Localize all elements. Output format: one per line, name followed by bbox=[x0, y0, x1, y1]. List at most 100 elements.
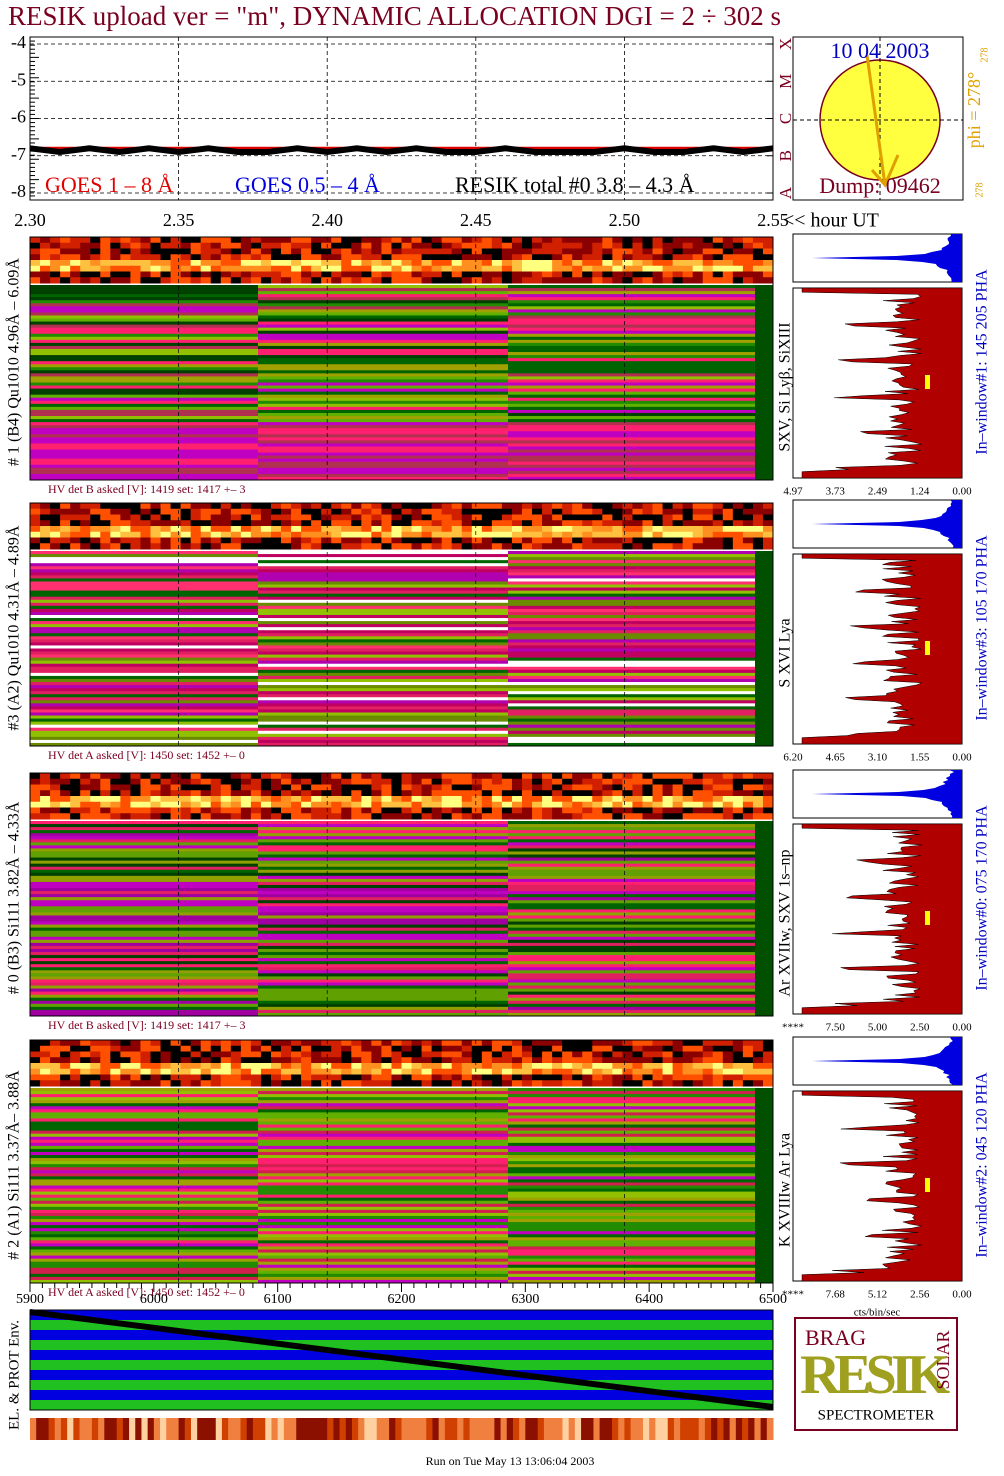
heatmap-cell bbox=[431, 514, 443, 521]
env-band bbox=[30, 1390, 773, 1400]
heatmap-cell bbox=[80, 773, 91, 780]
heatmap-cell bbox=[491, 796, 503, 803]
stripe bbox=[508, 970, 755, 974]
heatmap-cell bbox=[461, 508, 473, 515]
env-strip bbox=[302, 1418, 310, 1440]
heatmap-cell bbox=[60, 813, 71, 820]
stripe bbox=[755, 897, 773, 901]
heatmap-cell bbox=[511, 254, 523, 261]
heatmap-cell bbox=[542, 1040, 553, 1047]
heatmap-cell bbox=[431, 1080, 443, 1087]
heatmap-cell bbox=[491, 537, 503, 544]
heatmap-cell bbox=[461, 1040, 473, 1047]
stripe bbox=[755, 397, 773, 402]
stripe bbox=[30, 1109, 258, 1113]
heatmap-cell bbox=[582, 778, 593, 785]
heatmap-cell bbox=[682, 526, 694, 533]
heatmap-cell bbox=[692, 260, 704, 267]
heatmap-cell bbox=[180, 1045, 192, 1052]
heatmap-cell bbox=[371, 508, 382, 515]
heatmap-cell bbox=[220, 531, 232, 538]
stripe bbox=[258, 1273, 508, 1278]
line-label: SXV, Si Lyβ, SiXIII bbox=[777, 322, 794, 451]
heatmap-cell bbox=[622, 237, 633, 244]
heatmap-cell bbox=[391, 1080, 402, 1087]
heatmap-cell bbox=[592, 1074, 603, 1081]
heatmap-cell bbox=[461, 543, 473, 550]
heatmap-cell bbox=[712, 1063, 724, 1070]
heatmap-cell bbox=[260, 271, 272, 278]
heatmap-cell bbox=[672, 531, 684, 538]
stripe bbox=[258, 455, 508, 460]
stripe bbox=[30, 636, 258, 640]
heatmap-cell bbox=[501, 1063, 513, 1070]
stripe bbox=[30, 724, 258, 729]
hv-label: HV det B asked [V]: 1419 set: 1417 +– 3 bbox=[48, 1018, 246, 1032]
env-strip bbox=[333, 1418, 341, 1440]
heatmap-cell bbox=[321, 514, 332, 521]
heatmap-cell bbox=[461, 1068, 473, 1075]
heatmap-cell bbox=[250, 778, 262, 785]
stripe bbox=[508, 291, 755, 295]
heatmap-cell bbox=[562, 248, 573, 255]
heatmap-cell bbox=[50, 271, 61, 278]
hv-label: HV det A asked [V]: 1450 set: 1452 +– 0 bbox=[48, 1285, 245, 1299]
stripe bbox=[755, 1222, 773, 1226]
heatmap-cell bbox=[602, 790, 613, 797]
heatmap-cell bbox=[140, 1074, 151, 1081]
heatmap-cell bbox=[712, 1068, 724, 1075]
heatmap-cell bbox=[431, 813, 443, 820]
stripe bbox=[30, 976, 258, 980]
heatmap-cell bbox=[291, 248, 302, 255]
stripe bbox=[258, 1003, 508, 1008]
heatmap-cell bbox=[682, 254, 694, 261]
heatmap-cell bbox=[552, 526, 563, 533]
heatmap-cell bbox=[672, 807, 684, 814]
stripe bbox=[30, 742, 258, 747]
heatmap-cell bbox=[662, 807, 674, 814]
heatmap-cell bbox=[401, 1068, 413, 1075]
env-strip bbox=[649, 1418, 656, 1440]
heatmap-cell bbox=[180, 271, 192, 278]
heatmap-cell bbox=[471, 1068, 483, 1075]
heatmap-cell bbox=[481, 531, 493, 538]
heatmap-cell bbox=[521, 508, 533, 515]
heatmap-cell bbox=[120, 254, 131, 261]
heatmap-cell bbox=[120, 790, 131, 797]
stripe bbox=[508, 1197, 755, 1202]
heatmap-cell bbox=[80, 807, 91, 814]
stripe bbox=[508, 578, 755, 582]
stripe bbox=[508, 1231, 755, 1235]
heatmap-cell bbox=[742, 277, 754, 284]
env-strip bbox=[717, 1418, 724, 1440]
heatmap-cell bbox=[682, 1057, 694, 1064]
heatmap-cell bbox=[230, 254, 242, 261]
heatmap-cell bbox=[301, 248, 312, 255]
stripe bbox=[258, 1255, 508, 1260]
heatmap-cell bbox=[90, 531, 101, 538]
heatmap-cell bbox=[712, 537, 724, 544]
heatmap-cell bbox=[632, 801, 643, 808]
stripe bbox=[508, 733, 755, 738]
heatmap-cell bbox=[260, 790, 272, 797]
heatmap-cell bbox=[260, 796, 272, 803]
heatmap-cell bbox=[240, 277, 252, 284]
heatmap-cell bbox=[341, 503, 352, 510]
heatmap-cell bbox=[190, 1051, 202, 1058]
stripe bbox=[508, 945, 755, 950]
heatmap-cell bbox=[642, 514, 654, 521]
heatmap-cell bbox=[301, 237, 312, 244]
heatmap-cell bbox=[70, 526, 81, 533]
stripe bbox=[508, 906, 755, 910]
heatmap-cell bbox=[622, 271, 633, 278]
heatmap-cell bbox=[240, 531, 252, 538]
heatmap-cell bbox=[381, 526, 392, 533]
heatmap-cell bbox=[612, 531, 623, 538]
heatmap-cell bbox=[371, 813, 382, 820]
heatmap-cell bbox=[60, 1074, 71, 1081]
stripe bbox=[30, 557, 258, 561]
stripe bbox=[258, 437, 508, 441]
heatmap-cell bbox=[572, 543, 583, 550]
heatmap-cell bbox=[682, 1068, 694, 1075]
stripe bbox=[508, 979, 755, 983]
